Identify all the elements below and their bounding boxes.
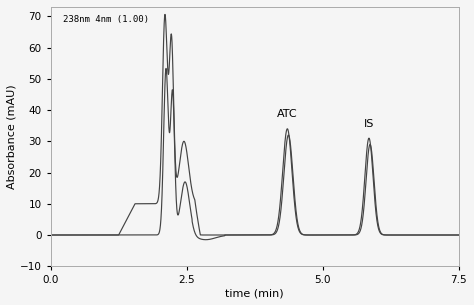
Y-axis label: Absorbance (mAU): Absorbance (mAU) xyxy=(7,84,17,189)
Text: ATC: ATC xyxy=(277,109,298,120)
Text: 238nm 4nm (1.00): 238nm 4nm (1.00) xyxy=(63,15,149,24)
X-axis label: time (min): time (min) xyxy=(225,288,284,298)
Text: IS: IS xyxy=(364,119,374,129)
